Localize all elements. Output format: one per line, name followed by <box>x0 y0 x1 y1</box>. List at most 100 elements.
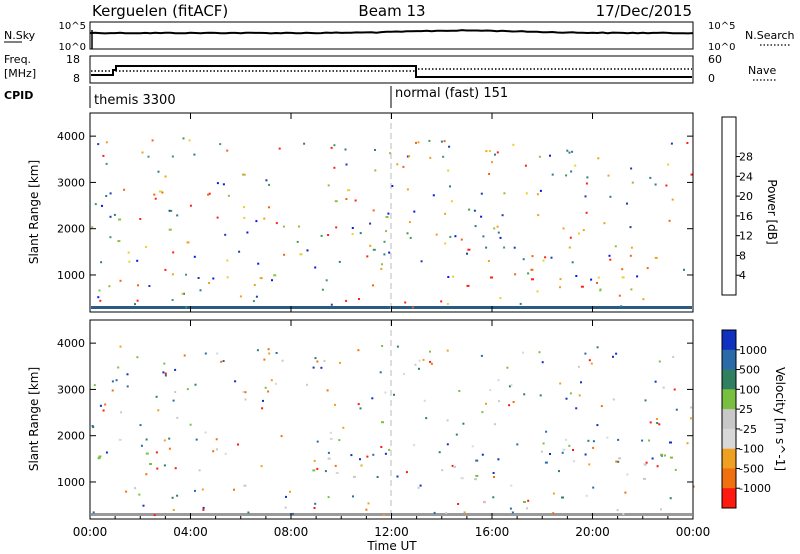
power-cell <box>268 206 270 209</box>
power-cell <box>565 174 568 177</box>
power-cell <box>381 263 383 266</box>
velocity-cell <box>689 417 692 420</box>
velocity-cell <box>419 484 422 487</box>
power-cell <box>139 218 142 220</box>
velocity-cell <box>186 388 189 391</box>
cpid-segment-1: themis 3300 <box>94 93 176 108</box>
velocity-cell <box>480 354 483 357</box>
power-cell <box>253 284 256 286</box>
velocity-cell <box>335 472 339 474</box>
velocity-cell <box>224 452 227 455</box>
power-cell <box>183 292 185 295</box>
velocity-cell <box>237 443 239 446</box>
nsky-label: N.Sky <box>4 29 36 42</box>
power-cell <box>243 173 246 176</box>
power-cell <box>585 211 588 214</box>
velocity-cell <box>612 398 615 401</box>
power-cell <box>172 251 175 254</box>
power-cell <box>257 262 260 265</box>
power-cell <box>226 276 229 279</box>
velocity-cell <box>527 499 530 502</box>
velocity-cell <box>111 389 114 392</box>
velocity-cell <box>498 400 501 403</box>
velocity-cell <box>380 446 383 448</box>
power-cell <box>562 227 565 230</box>
nsky-tick-top: 10^5 <box>59 21 86 32</box>
power-cell <box>454 235 457 238</box>
velocity-cell <box>242 390 245 393</box>
velocity-cbar-label: Velocity [m s^-1] <box>773 367 787 471</box>
power-cell <box>629 226 632 229</box>
power-cell <box>522 258 525 261</box>
power-cell <box>636 275 639 278</box>
velocity-cell <box>376 476 379 478</box>
power-cell <box>113 213 116 216</box>
velocity-cell <box>117 366 120 369</box>
velocity-cell <box>324 470 327 473</box>
velocity-cell <box>381 421 384 424</box>
velocity-cell <box>585 494 588 497</box>
velocity-cell <box>690 406 693 409</box>
power-cell <box>136 299 139 302</box>
power-cell <box>444 242 447 245</box>
velocity-cell <box>573 460 575 463</box>
velocity-cell <box>145 452 149 455</box>
velocity-cbar-tick-label: -25 <box>739 423 757 436</box>
velocity-cell <box>174 368 177 371</box>
velocity-cell <box>588 359 591 362</box>
power-cbar-tick-label: 24 <box>739 170 753 183</box>
velocity-colorbar: 1000 500 100 25 -25 -100 -500 -1000 <box>721 329 771 509</box>
power-cell <box>306 249 309 252</box>
velocity-cell <box>260 465 263 468</box>
velocity-cell <box>212 450 215 453</box>
power-cell <box>91 226 94 229</box>
velocity-cell <box>149 463 152 465</box>
power-cell <box>542 259 545 262</box>
velocity-cell <box>338 439 341 442</box>
power-cell <box>480 215 483 218</box>
power-cell <box>630 167 633 170</box>
nsky-panel: N.Sky 10^5 10^0 10^5 10^0 N.Search <box>4 21 795 53</box>
velocity-cell <box>446 443 449 446</box>
velocity-cell <box>145 438 148 441</box>
velocity-cell <box>618 457 622 460</box>
velocity-cell <box>215 438 218 441</box>
power-cell <box>314 266 317 269</box>
velocity-cell <box>664 454 666 457</box>
velocity-cell <box>220 360 223 363</box>
power-cell <box>334 200 338 203</box>
velocity-cell <box>656 465 659 468</box>
power-cell <box>153 193 156 196</box>
power-cell <box>544 256 547 259</box>
velocity-cbar-swatch <box>722 349 736 371</box>
power-cell <box>596 282 598 284</box>
velocity-cell <box>692 485 695 488</box>
power-cell <box>197 277 200 279</box>
velocity-cell <box>451 464 454 467</box>
power-cell <box>243 216 246 219</box>
velocity-cell <box>145 473 148 476</box>
velocity-cell <box>508 385 511 388</box>
velocity-cell <box>329 437 333 440</box>
power-ytick-label: 2000 <box>57 223 85 236</box>
velocity-cell <box>202 508 205 511</box>
velocity-cell <box>216 448 218 451</box>
power-cell <box>345 299 348 302</box>
power-cell <box>585 182 588 185</box>
velocity-cell <box>675 408 678 411</box>
power-cell <box>369 244 372 247</box>
power-cell <box>330 146 333 149</box>
power-cell <box>354 199 357 202</box>
power-cell <box>485 246 488 249</box>
power-cell <box>447 276 450 278</box>
velocity-cell <box>396 345 399 348</box>
power-cell <box>151 139 154 142</box>
power-cell <box>626 202 628 205</box>
velocity-ytick-label: 3000 <box>57 383 85 396</box>
nsearch-tick-bottom: 10^0 <box>708 42 735 53</box>
power-cell <box>164 268 167 271</box>
velocity-cbar-swatch <box>722 369 736 390</box>
velocity-cell <box>118 438 122 441</box>
power-cell <box>618 294 621 297</box>
